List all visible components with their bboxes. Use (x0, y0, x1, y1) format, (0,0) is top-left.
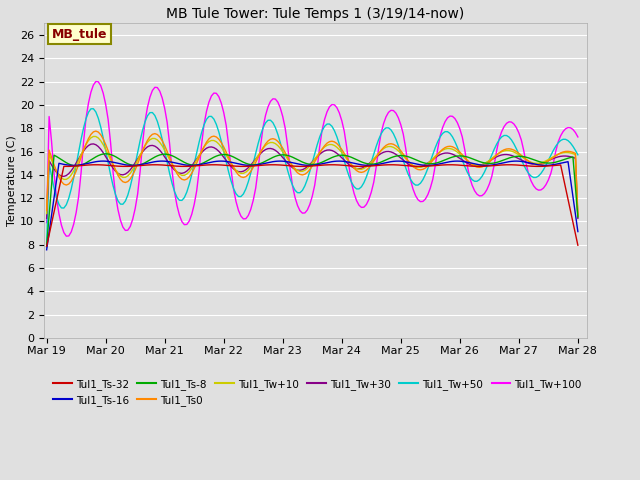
Title: MB Tule Tower: Tule Temps 1 (3/19/14-now): MB Tule Tower: Tule Temps 1 (3/19/14-now… (166, 7, 465, 21)
Text: MB_tule: MB_tule (52, 28, 108, 41)
Y-axis label: Temperature (C): Temperature (C) (7, 135, 17, 226)
Legend: Tul1_Ts-32, Tul1_Ts-16, Tul1_Ts-8, Tul1_Ts0, Tul1_Tw+10, Tul1_Tw+30, Tul1_Tw+50,: Tul1_Ts-32, Tul1_Ts-16, Tul1_Ts-8, Tul1_… (49, 374, 586, 410)
